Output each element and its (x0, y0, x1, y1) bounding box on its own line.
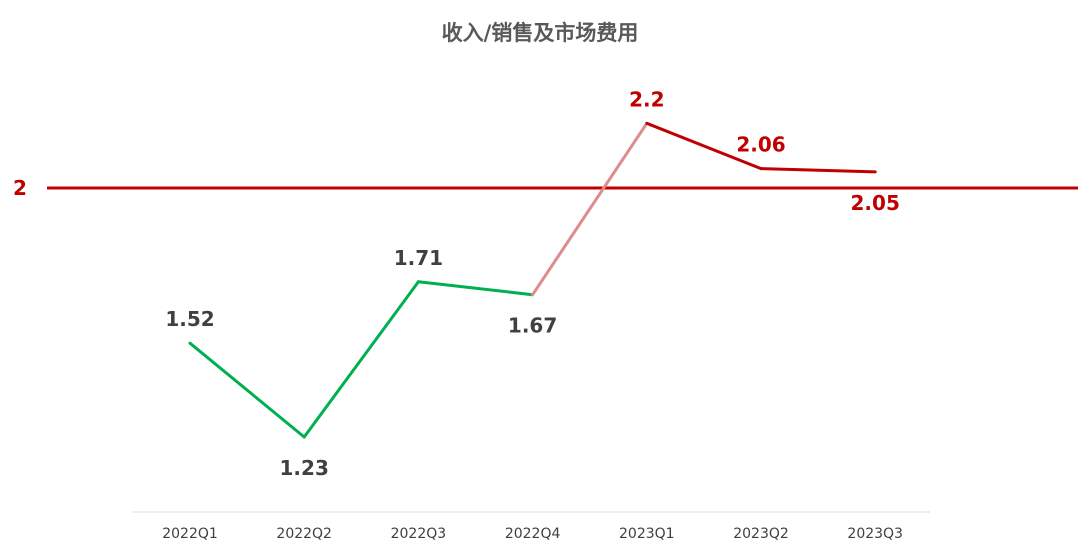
series-line-segment-3 (416, 280, 535, 297)
series-line-segment-5 (645, 121, 763, 171)
data-label-2023q1: 2.2 (629, 87, 664, 111)
data-label-2022q3: 1.71 (394, 246, 443, 270)
series-line-segment-6 (759, 167, 877, 174)
data-label-2022q2: 1.23 (280, 456, 329, 480)
series-line-segment-1 (188, 341, 306, 439)
x-tick-label-2022q1: 2022Q1 (162, 526, 218, 542)
x-tick-label-2022q4: 2022Q4 (505, 526, 561, 542)
chart-title: 收入/销售及市场费用 (442, 21, 639, 45)
data-label-2023q2: 2.06 (736, 133, 785, 157)
x-tick-label-2023q3: 2023Q3 (847, 526, 903, 542)
x-tick-label-2022q2: 2022Q2 (276, 526, 332, 542)
series-line-segment-4 (531, 121, 649, 297)
x-tick-label-2023q1: 2023Q1 (619, 526, 675, 542)
data-label-2022q4: 1.67 (508, 314, 557, 338)
data-label-2023q3: 2.05 (851, 191, 900, 215)
x-tick-label-2022q3: 2022Q3 (391, 526, 447, 542)
series-line-segment-2 (302, 280, 420, 439)
data-label-2022q1: 1.52 (165, 307, 214, 331)
reference-line-label: 2 (13, 176, 27, 200)
x-tick-label-2023q2: 2023Q2 (733, 526, 789, 542)
